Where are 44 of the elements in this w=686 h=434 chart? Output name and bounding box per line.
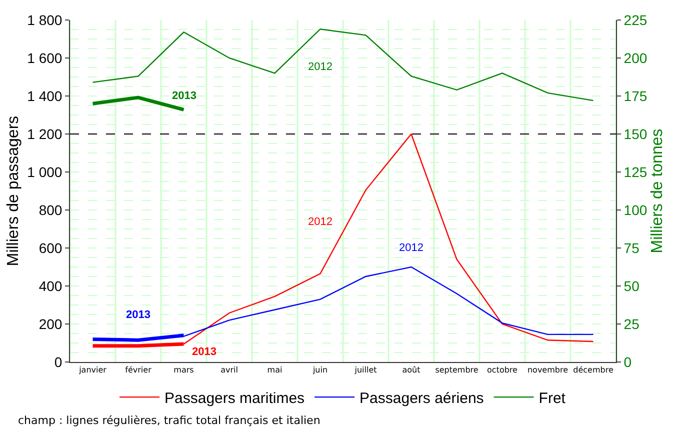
y2-tick-label: 200 <box>624 50 648 66</box>
annotation: 2013 <box>172 90 196 102</box>
y2-tick-label: 100 <box>624 202 648 218</box>
x-tick-label: décembre <box>573 366 614 375</box>
x-tick-label: juin <box>312 366 328 375</box>
y2-tick-label: 150 <box>624 126 648 142</box>
y2-tick-label: 75 <box>624 240 640 256</box>
y-tick-label: 200 <box>38 316 62 332</box>
legend-label: Fret <box>538 390 566 407</box>
y-tick-label: 1 800 <box>27 12 62 28</box>
y2-tick-label: 175 <box>624 88 648 104</box>
legend-label: Passagers maritimes <box>164 390 305 407</box>
y-tick-label: 1 600 <box>27 50 62 66</box>
x-tick-label: mars <box>174 366 194 375</box>
y-tick-label: 1 200 <box>27 126 62 142</box>
x-tick-label: février <box>125 366 152 375</box>
annotation: 2012 <box>308 61 332 73</box>
y-tick-label: 0 <box>54 354 62 370</box>
y-tick-label: 1 400 <box>27 88 62 104</box>
y2-tick-label: 0 <box>624 354 632 370</box>
annotation: 2012 <box>399 242 424 254</box>
x-tick-label: mai <box>267 366 282 375</box>
x-tick-label: avril <box>220 366 238 375</box>
y-tick-label: 400 <box>38 278 62 294</box>
x-tick-label: octobre <box>487 366 518 375</box>
annotation: 2013 <box>192 346 216 358</box>
x-tick-label: août <box>402 366 420 375</box>
annotation: 2012 <box>308 216 332 228</box>
y2-axis-title: Milliers de tonnes <box>649 128 666 254</box>
y2-tick-label: 225 <box>624 12 648 28</box>
x-tick-label: juillet <box>354 366 377 375</box>
y-axis-title: Milliers de passagers <box>5 116 22 266</box>
y2-tick-label: 25 <box>624 316 640 332</box>
annotation: 2013 <box>126 309 150 321</box>
legend-label: Passagers aériens <box>360 390 484 407</box>
x-tick-label: janvier <box>78 366 108 375</box>
text: champ : lignes régulières, trafic total français et italien <box>18 414 320 427</box>
y2-tick-label: 50 <box>624 278 640 294</box>
y2-tick-label: 125 <box>624 164 648 180</box>
y-tick-label: 800 <box>38 202 62 218</box>
y-tick-label: 600 <box>38 240 62 256</box>
y-tick-label: 1 000 <box>27 164 62 180</box>
x-tick-label: novembre <box>527 366 568 375</box>
x-tick-label: septembre <box>435 366 478 375</box>
